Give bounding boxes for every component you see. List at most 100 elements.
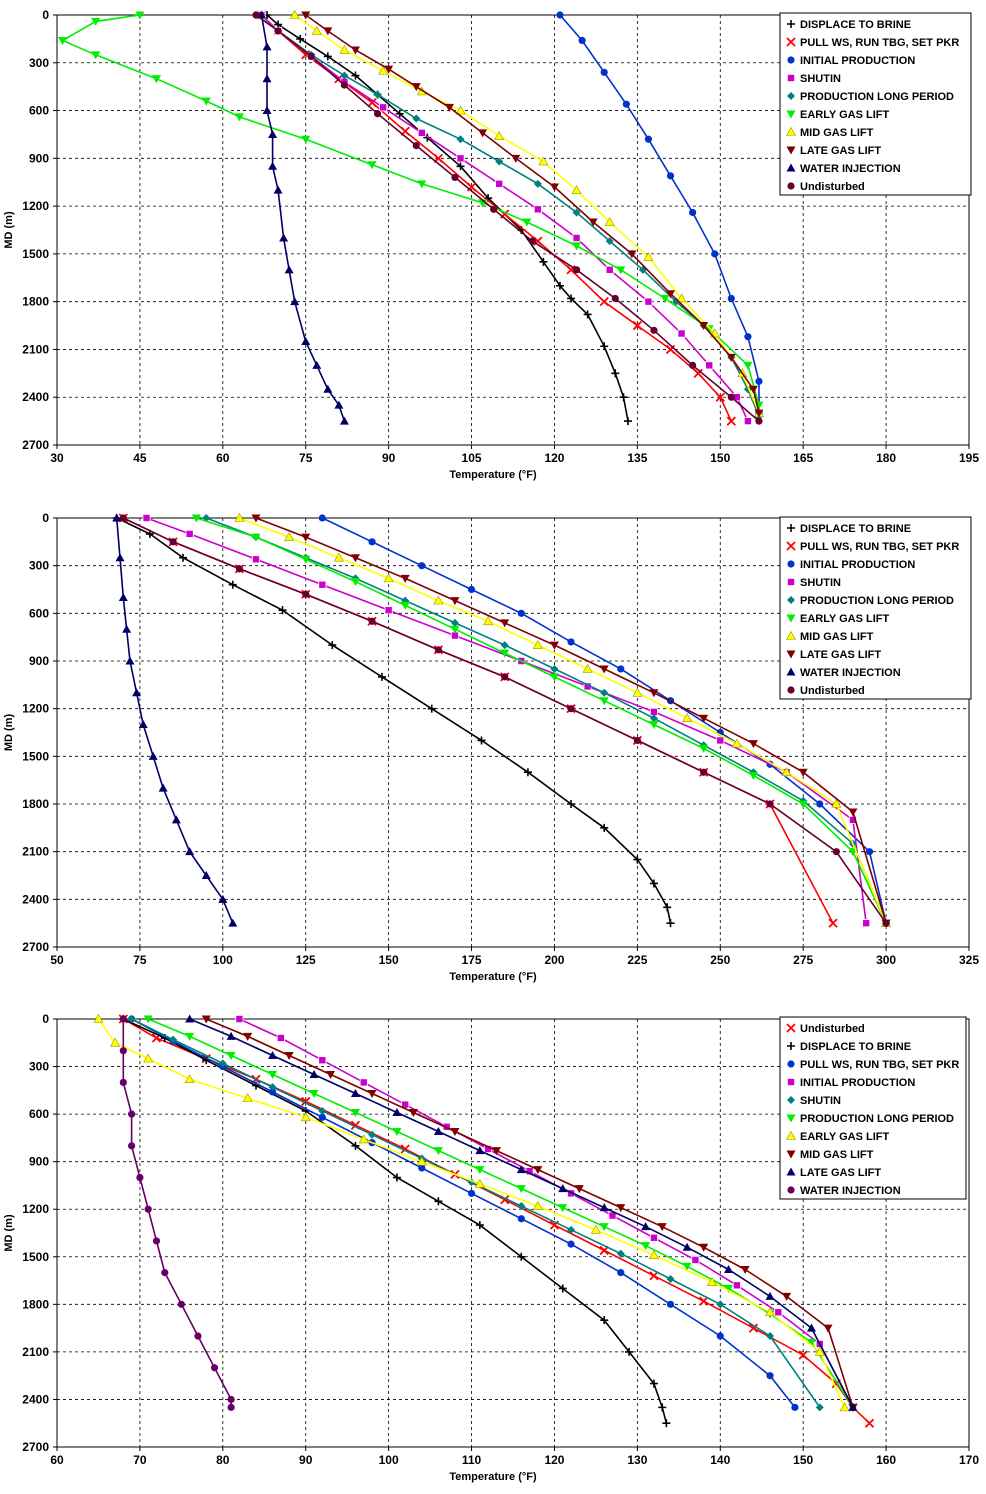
data-point [328,641,337,650]
legend-item: PRODUCTION LONG PERIOD [787,595,954,607]
data-point [726,416,736,426]
data-point [599,297,609,307]
data-point [125,656,135,665]
y-tick-label: 1800 [22,1297,49,1311]
data-point [455,105,466,115]
legend-item: PULL WS, RUN TBG, SET PKR [786,37,959,49]
data-point [351,71,360,80]
data-point [301,135,311,144]
data-point [832,848,840,856]
data-point [633,736,641,745]
data-point [641,1242,651,1251]
data-point [567,294,576,303]
x-tick-label: 75 [299,451,313,465]
series-shutin [257,10,752,426]
data-point [699,714,709,723]
data-point [91,51,101,60]
data-point [600,68,608,76]
data-point [649,721,659,730]
y-tick-label: 2400 [22,390,49,404]
data-point [556,11,564,19]
chart-3: 60 70 80 90 100 110 120 130 140 150 160 170 0 300 600 9… [3,1012,979,1483]
legend-label: PULL WS, RUN TBG, SET PKR [800,1059,959,1071]
data-point [619,393,628,402]
data-point [367,97,377,108]
data-point [301,336,311,345]
data-point [378,65,389,75]
x-tick-label: 120 [544,451,564,465]
data-point [227,1403,235,1411]
data-point [567,1240,575,1248]
series-late-gas-lift [185,1014,858,1411]
legend-item: Undisturbed [787,685,865,697]
data-point [706,1277,717,1286]
data-point [605,265,614,274]
data-point [839,1402,850,1412]
data-point [350,46,360,55]
data-point [191,514,201,523]
data-point [599,1203,609,1212]
legend-item: Undisturbed [786,1023,865,1035]
data-point [744,333,752,341]
legend-label: INITIAL PRODUCTION [800,1077,915,1089]
data-point [632,687,643,697]
grid [57,518,969,947]
y-tick-label: 600 [29,606,49,620]
legend-label: LATE GAS LIFT [800,649,881,661]
data-point [511,154,521,163]
data-point [392,1173,401,1182]
data-point [309,1090,319,1099]
data-point [501,673,509,681]
data-point [450,597,460,606]
data-point [483,616,494,626]
legend-item: INITIAL PRODUCTION [787,1077,915,1089]
data-point [262,42,272,51]
data-point [663,903,672,912]
data-point [740,1265,750,1274]
data-point [127,1015,136,1023]
data-point [274,27,282,35]
x-tick-label: 60 [216,451,230,465]
data-point [378,672,387,681]
data-point [724,1284,734,1293]
data-point [611,294,619,303]
x-tick-label: 165 [793,451,813,465]
data-point [91,17,101,26]
data-point [340,71,349,80]
data-point [682,713,693,722]
data-point [416,1156,427,1166]
data-point [119,514,127,522]
data-point [765,1291,775,1300]
data-point [326,1070,336,1079]
data-point [558,1184,568,1193]
legend-label: WATER INJECTION [800,667,901,679]
legend-marker [786,1114,796,1123]
data-point [268,161,278,170]
data-point [567,800,576,808]
data-point [582,663,593,673]
data-point [433,1127,443,1136]
data-point [243,1032,253,1041]
data-point [716,1332,724,1340]
data-point [373,110,382,118]
x-tick-label: 200 [544,953,564,967]
legend-label: Undisturbed [800,685,865,697]
data-point [533,179,542,188]
data-point [711,250,719,258]
data-point [323,52,332,61]
data-point [623,417,632,426]
x-tick-label: 225 [627,953,647,967]
y-tick-label: 2700 [22,1440,49,1454]
legend-label: Undisturbed [800,1023,865,1035]
x-tick-label: 110 [462,1453,482,1467]
series-early-gas-lift [58,11,764,410]
data-point [400,574,410,583]
data-point [383,573,394,583]
data-point [743,417,752,426]
y-tick-label: 2400 [22,892,49,906]
data-point [862,919,871,928]
data-point [350,1109,360,1118]
legend-marker [787,686,795,694]
x-tick-label: 150 [710,451,730,465]
